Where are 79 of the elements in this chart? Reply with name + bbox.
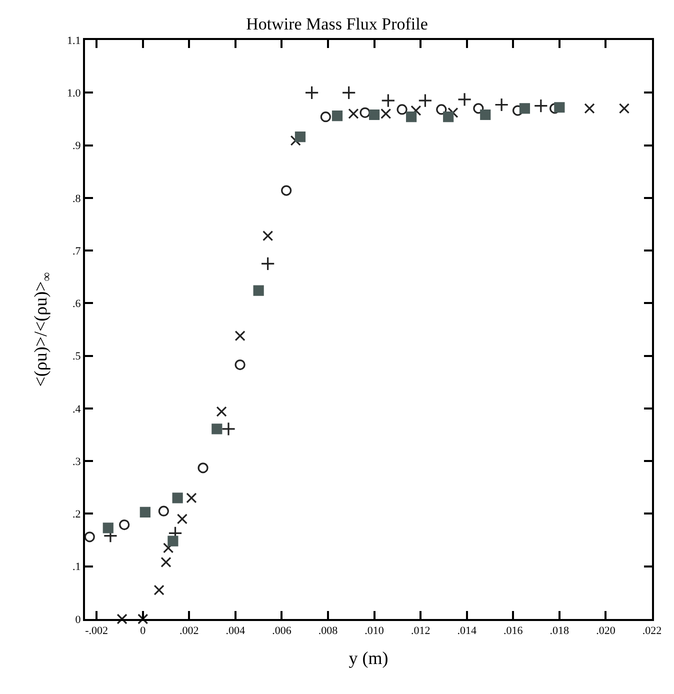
y-tick-label: .4 bbox=[72, 403, 82, 416]
x-tick-label: .016 bbox=[504, 625, 524, 638]
point bbox=[519, 103, 530, 114]
point bbox=[457, 92, 472, 107]
point bbox=[406, 112, 417, 122]
y-tick-label: .7 bbox=[72, 245, 82, 258]
x-tick-label: -.002 bbox=[85, 625, 108, 638]
y-tick-label: 1.1 bbox=[67, 34, 81, 47]
point bbox=[212, 424, 222, 434]
point bbox=[154, 584, 164, 596]
point bbox=[396, 104, 408, 115]
point bbox=[234, 359, 246, 370]
point bbox=[84, 532, 95, 542]
point bbox=[102, 522, 114, 534]
point bbox=[480, 109, 491, 120]
y-tick-label: .8 bbox=[72, 192, 82, 205]
x-tick-label: .002 bbox=[180, 625, 199, 638]
point bbox=[534, 98, 548, 113]
point bbox=[494, 98, 509, 112]
point bbox=[584, 103, 595, 114]
y-tick-label: .5 bbox=[72, 350, 82, 363]
point bbox=[140, 506, 150, 518]
x-axis-title: y (m) bbox=[348, 648, 388, 668]
point bbox=[294, 132, 306, 142]
y-tick-label: .3 bbox=[72, 456, 82, 468]
point bbox=[260, 256, 275, 271]
x-tick-label: 0 bbox=[140, 625, 146, 638]
point bbox=[221, 422, 236, 436]
y-tick-label: .9 bbox=[72, 140, 82, 152]
point bbox=[618, 103, 630, 114]
point bbox=[290, 135, 301, 146]
x-tick-label: .018 bbox=[550, 625, 570, 638]
point bbox=[304, 86, 319, 100]
point bbox=[473, 103, 484, 114]
y-tick-label: 0 bbox=[75, 614, 82, 626]
x-tick-label: .010 bbox=[364, 625, 384, 638]
point bbox=[381, 93, 396, 108]
point bbox=[198, 462, 208, 474]
point bbox=[168, 536, 178, 546]
point bbox=[410, 105, 422, 116]
point bbox=[342, 86, 356, 100]
x-tick-label: .006 bbox=[272, 625, 292, 638]
point bbox=[176, 514, 188, 524]
point bbox=[320, 112, 331, 122]
y-tick-label: .6 bbox=[72, 298, 82, 310]
point bbox=[281, 185, 292, 196]
point bbox=[380, 108, 392, 119]
y-tick-label: .2 bbox=[72, 508, 81, 521]
point bbox=[262, 230, 274, 242]
point bbox=[554, 102, 565, 113]
point bbox=[160, 556, 172, 568]
y-tick-label: 1.0 bbox=[67, 87, 82, 100]
x-tick-label: .014 bbox=[457, 625, 477, 638]
point bbox=[119, 519, 130, 530]
point bbox=[360, 107, 370, 118]
point bbox=[163, 542, 174, 554]
point bbox=[348, 108, 359, 119]
point bbox=[116, 614, 128, 624]
point bbox=[418, 93, 432, 108]
chart-title: Hotwire Mass Flux Profile bbox=[246, 14, 428, 34]
y-tick-label: .1 bbox=[72, 561, 81, 574]
point bbox=[138, 614, 148, 624]
x-tick-label: .004 bbox=[226, 625, 246, 638]
point bbox=[186, 492, 197, 504]
point bbox=[216, 406, 227, 417]
point bbox=[172, 492, 183, 504]
point bbox=[368, 109, 380, 120]
point bbox=[234, 330, 246, 342]
point bbox=[436, 104, 447, 115]
x-tick-label: .022 bbox=[642, 625, 662, 638]
x-tick-label: .020 bbox=[596, 625, 616, 638]
point bbox=[443, 112, 454, 122]
x-tick-label: .012 bbox=[410, 625, 430, 638]
point bbox=[158, 506, 169, 516]
x-tick-label: .008 bbox=[318, 625, 338, 638]
point bbox=[253, 285, 264, 296]
point bbox=[448, 107, 458, 118]
point bbox=[332, 110, 343, 122]
point bbox=[512, 105, 524, 116]
